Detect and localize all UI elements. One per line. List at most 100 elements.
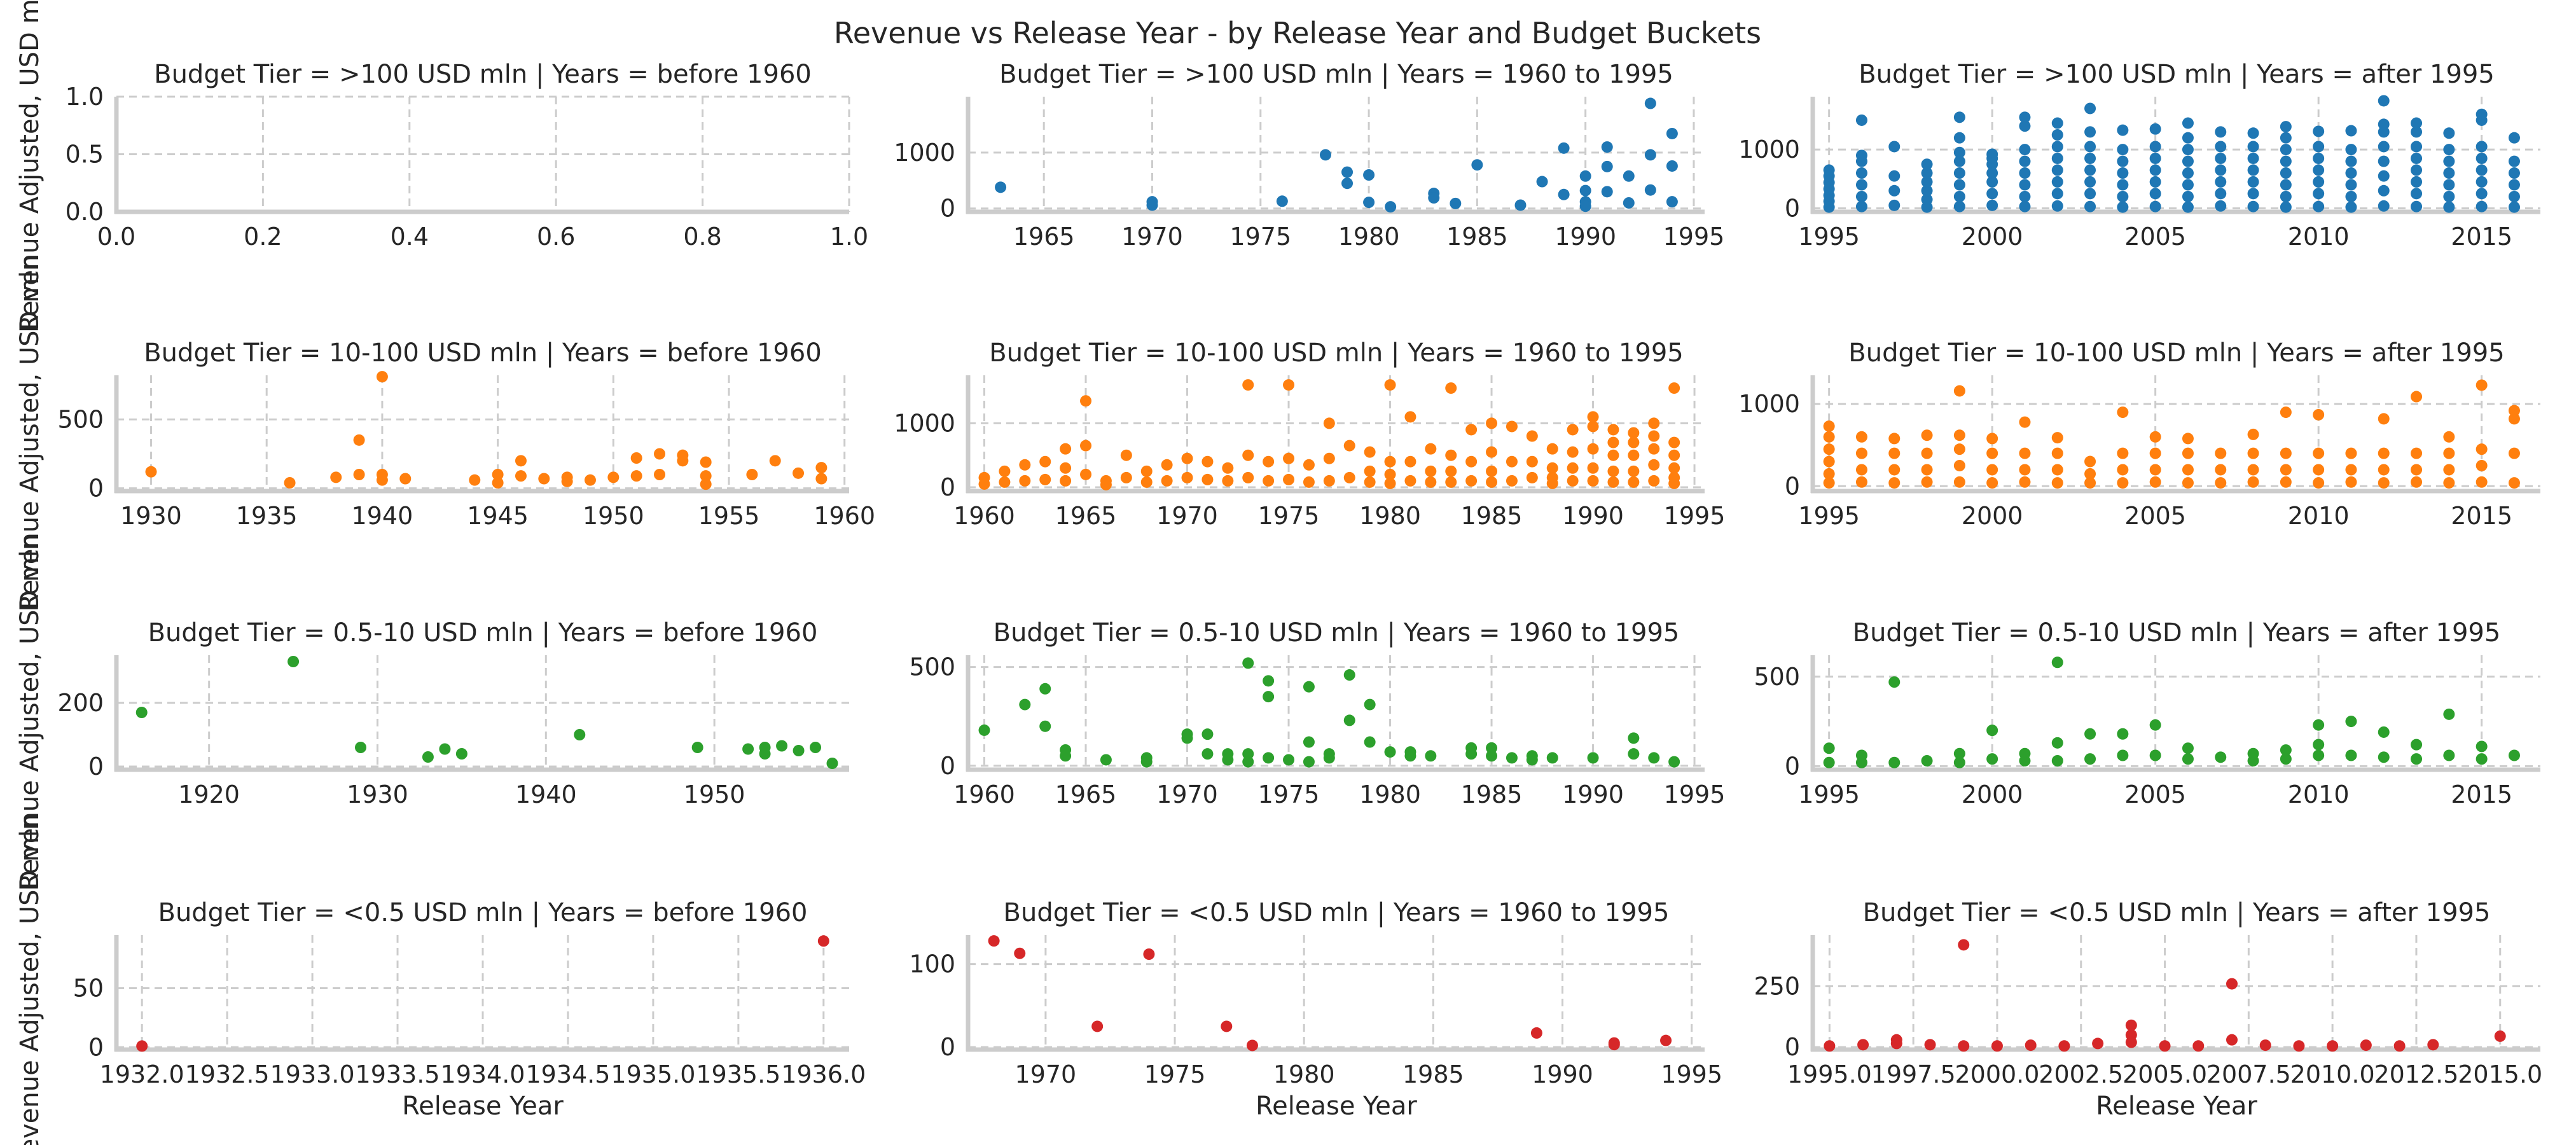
data-point bbox=[1222, 754, 1234, 766]
data-point bbox=[2508, 155, 2520, 167]
data-point bbox=[1587, 475, 1599, 487]
data-point bbox=[1341, 166, 1354, 178]
data-point bbox=[995, 181, 1007, 193]
data-point bbox=[1425, 750, 1437, 762]
data-point bbox=[1536, 176, 1548, 188]
y-tick-label: 500 bbox=[57, 405, 104, 433]
data-point bbox=[1303, 681, 1315, 693]
data-point bbox=[2508, 477, 2520, 489]
data-point bbox=[1888, 447, 1901, 459]
data-point bbox=[1986, 148, 1998, 160]
x-tick-label: 1.0 bbox=[830, 223, 868, 251]
data-point bbox=[2411, 126, 2423, 138]
x-axis-label: Release Year bbox=[402, 1092, 564, 1121]
data-point bbox=[2345, 179, 2357, 191]
data-point bbox=[1921, 184, 1933, 197]
data-point bbox=[677, 455, 689, 467]
y-tick-label: 0.0 bbox=[66, 198, 104, 226]
data-point bbox=[2192, 1040, 2205, 1052]
data-point bbox=[2378, 726, 2390, 738]
data-point bbox=[1921, 464, 1933, 476]
data-point bbox=[2247, 747, 2259, 760]
x-tick-label: 1995 bbox=[1663, 223, 1725, 251]
panel-3: Budget Tier = 10-100 USD mln | Years = b… bbox=[57, 338, 875, 530]
data-point bbox=[1668, 462, 1680, 474]
data-point bbox=[1567, 462, 1579, 474]
data-point bbox=[1450, 197, 1462, 209]
data-point bbox=[2215, 152, 2227, 164]
data-point bbox=[1323, 475, 1335, 487]
panel-title: Budget Tier = 10-100 USD mln | Years = a… bbox=[1848, 338, 2504, 368]
data-point bbox=[2182, 447, 2194, 459]
data-point bbox=[2443, 749, 2455, 761]
data-point bbox=[1567, 424, 1579, 436]
data-point bbox=[1303, 459, 1315, 471]
data-point bbox=[1404, 475, 1416, 487]
panel-title: Budget Tier = 0.5-10 USD mln | Years = 1… bbox=[994, 618, 1680, 648]
x-tick-label: 1980 bbox=[1273, 1060, 1335, 1088]
data-point bbox=[287, 656, 300, 667]
panel-title: Budget Tier = <0.5 USD mln | Years = 196… bbox=[1004, 898, 1670, 927]
x-tick-label: 1975 bbox=[1258, 502, 1320, 530]
data-point bbox=[1404, 750, 1416, 762]
x-tick-label: 2002.5 bbox=[2039, 1060, 2123, 1088]
data-point bbox=[2313, 125, 2325, 137]
data-point bbox=[2313, 477, 2325, 489]
data-point bbox=[1263, 475, 1275, 487]
data-point bbox=[2247, 200, 2259, 212]
data-point bbox=[2508, 201, 2520, 213]
data-point bbox=[654, 448, 666, 460]
data-point bbox=[2182, 753, 2194, 765]
data-point bbox=[2345, 201, 2357, 213]
data-point bbox=[1644, 184, 1656, 196]
data-point bbox=[2411, 200, 2423, 212]
data-point bbox=[561, 475, 573, 487]
y-tick-label: 0 bbox=[88, 475, 104, 503]
data-point bbox=[1607, 424, 1619, 436]
y-tick-label: 50 bbox=[73, 975, 104, 1003]
panel-title: Budget Tier = <0.5 USD mln | Years = aft… bbox=[1863, 898, 2491, 927]
data-point bbox=[2247, 464, 2259, 476]
data-point bbox=[2443, 190, 2455, 202]
panel-title: Budget Tier = 10-100 USD mln | Years = 1… bbox=[989, 338, 1683, 368]
data-point bbox=[1246, 1039, 1258, 1051]
data-point bbox=[1471, 159, 1483, 171]
x-tick-label: 2012.5 bbox=[2374, 1060, 2458, 1088]
data-point bbox=[2345, 464, 2357, 476]
data-point bbox=[1465, 475, 1478, 487]
data-point bbox=[1486, 417, 1498, 429]
data-point bbox=[742, 743, 754, 755]
data-point bbox=[2443, 155, 2455, 167]
data-point bbox=[1579, 170, 1591, 182]
data-point bbox=[1222, 462, 1234, 474]
data-point bbox=[2280, 132, 2292, 144]
data-point bbox=[135, 707, 148, 718]
data-point bbox=[2117, 406, 2129, 419]
data-point bbox=[2051, 656, 2063, 669]
data-point bbox=[2508, 405, 2520, 417]
panel-title: Budget Tier = >100 USD mln | Years = bef… bbox=[154, 60, 812, 89]
data-point bbox=[2019, 179, 2031, 191]
data-point bbox=[1303, 736, 1315, 748]
data-point bbox=[759, 748, 771, 760]
x-tick-label: 1935 bbox=[236, 502, 298, 530]
data-point bbox=[145, 466, 157, 478]
data-point bbox=[1014, 947, 1026, 959]
data-point bbox=[2443, 431, 2455, 443]
data-point bbox=[2149, 431, 2161, 443]
data-point bbox=[2259, 1039, 2271, 1051]
data-point bbox=[1263, 455, 1275, 468]
data-point bbox=[1323, 752, 1335, 764]
data-point bbox=[1587, 443, 1599, 455]
x-tick-label: 2015 bbox=[2451, 502, 2512, 530]
data-point bbox=[1080, 468, 1092, 480]
data-point bbox=[817, 935, 829, 947]
x-tick-label: 1935.0 bbox=[611, 1060, 695, 1088]
data-point bbox=[2280, 201, 2292, 213]
data-point bbox=[1100, 754, 1112, 766]
data-point bbox=[1143, 948, 1155, 960]
data-point bbox=[1823, 742, 1835, 754]
data-point bbox=[1303, 476, 1315, 488]
y-tick-label: 0 bbox=[940, 195, 955, 223]
